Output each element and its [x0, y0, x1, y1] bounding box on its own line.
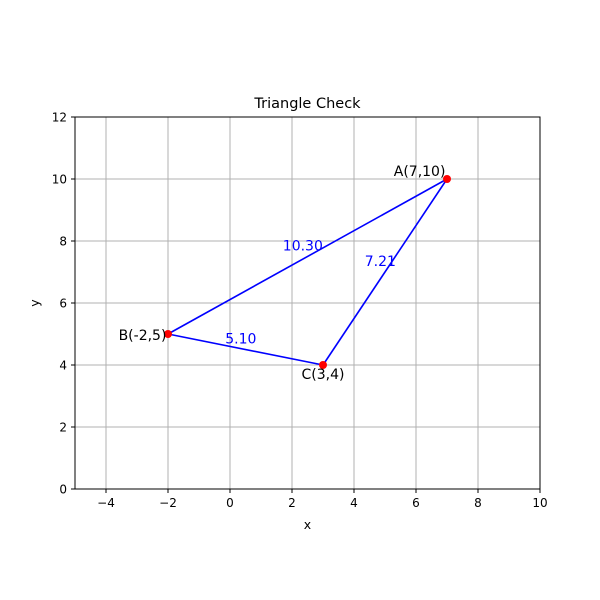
- vertex-A: [443, 175, 451, 183]
- y-tick-label: 2: [59, 421, 67, 435]
- vertex-label-C: C(3,4): [302, 367, 345, 383]
- y-tick-label: 12: [52, 111, 67, 125]
- x-tick-label: −2: [159, 496, 177, 510]
- vertex-label-B: B(-2,5): [119, 328, 167, 344]
- x-tick-label: 10: [532, 496, 547, 510]
- x-tick-label: 0: [226, 496, 234, 510]
- edge-length-label: 10.30: [283, 238, 323, 254]
- edge-length-label: 7.21: [365, 254, 396, 270]
- y-axis-label: y: [27, 299, 42, 307]
- grid-lines: [75, 116, 541, 490]
- vertex-C: [319, 361, 327, 369]
- edge-AB: [167, 178, 448, 335]
- vertex-B: [164, 330, 172, 338]
- y-tick-label: 6: [59, 297, 67, 311]
- y-tick-label: 4: [59, 359, 67, 373]
- y-tick-label: 8: [59, 235, 67, 249]
- x-tick-label: 2: [288, 496, 296, 510]
- x-tick-label: 6: [412, 496, 420, 510]
- edge-length-label: 5.10: [225, 331, 256, 347]
- axis-ticks: −4 −2 0 2 4 6 8 10 0 2 4 6 8 10 12: [52, 111, 548, 511]
- edge-CA: [322, 178, 448, 366]
- chart-title: Triangle Check: [253, 96, 361, 112]
- triangle-edges: [167, 178, 448, 366]
- edge-BC: [167, 333, 324, 366]
- x-tick-label: 4: [350, 496, 358, 510]
- y-tick-label: 0: [59, 483, 67, 497]
- y-tick-label: 10: [52, 173, 67, 187]
- triangle-vertices: [164, 175, 451, 369]
- vertex-label-A: A(7,10): [394, 164, 446, 180]
- x-axis-label: x: [304, 517, 311, 532]
- annotations: 10.30 5.10 7.21 A(7,10) B(-2,5) C(3,4): [119, 164, 446, 383]
- x-tick-label: 8: [474, 496, 482, 510]
- x-tick-label: −4: [97, 496, 115, 510]
